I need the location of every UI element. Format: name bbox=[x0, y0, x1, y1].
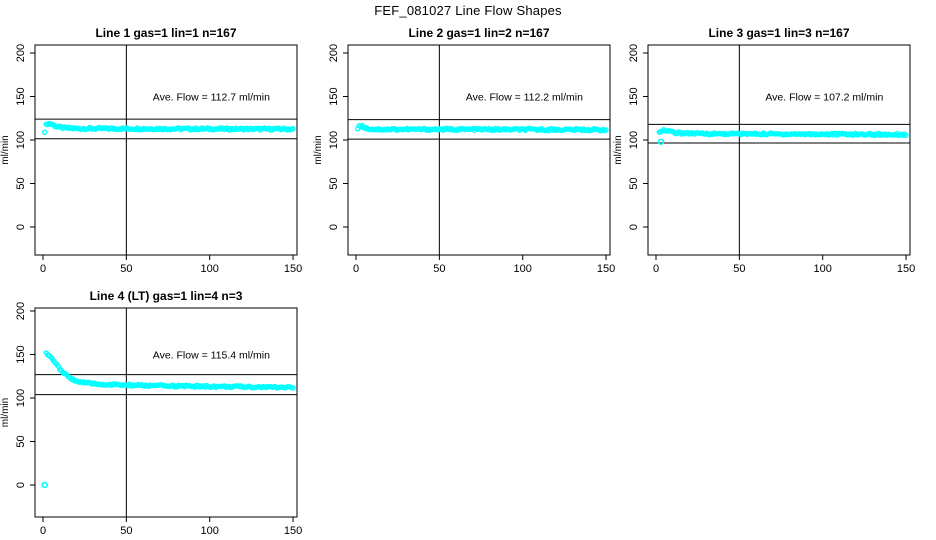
outlier-point bbox=[657, 138, 665, 145]
data-point bbox=[42, 129, 48, 136]
x-tick-label: 0 bbox=[653, 263, 659, 275]
y-tick-label: 0 bbox=[15, 482, 27, 488]
y-tick-label: 150 bbox=[628, 87, 640, 105]
y-tick-label: 50 bbox=[15, 435, 27, 447]
x-tick-label: 100 bbox=[201, 263, 219, 275]
y-axis-label: ml/min bbox=[0, 135, 11, 164]
panel-title: Line 3 gas=1 lin=3 n=167 bbox=[708, 26, 849, 40]
y-tick-label: 150 bbox=[15, 87, 27, 105]
plot-box bbox=[347, 44, 611, 256]
y-tick-label: 200 bbox=[15, 302, 27, 320]
x-tick-label: 50 bbox=[433, 263, 445, 275]
y-tick-label: 150 bbox=[328, 87, 340, 105]
panel-2: Line 2 gas=1 lin=2 n=167 0 50 100 150 0 50 100 1… bbox=[313, 26, 615, 275]
x-tick-label: 150 bbox=[597, 263, 615, 275]
panel-title: Line 4 (LT) gas=1 lin=4 n=3 bbox=[90, 289, 243, 303]
panel-title: Line 2 gas=1 lin=2 n=167 bbox=[408, 26, 549, 40]
y-tick-label: 100 bbox=[328, 131, 340, 149]
ave-flow-annotation: Ave. Flow = 107.2 ml/min bbox=[765, 92, 883, 104]
plot-box bbox=[34, 307, 298, 518]
ave-flow-annotation: Ave. Flow = 112.7 ml/min bbox=[153, 92, 270, 104]
x-tick-label: 100 bbox=[814, 263, 832, 275]
plot-box bbox=[647, 44, 911, 256]
figure-title: FEF_081027 Line Flow Shapes bbox=[374, 3, 562, 18]
y-tick-label: 100 bbox=[15, 389, 27, 407]
x-tick-label: 150 bbox=[897, 263, 915, 275]
ave-flow-annotation: Ave. Flow = 112.2 ml/min bbox=[466, 92, 583, 104]
y-tick-label: 200 bbox=[628, 44, 640, 62]
panel-title: Line 1 gas=1 lin=1 n=167 bbox=[95, 26, 236, 40]
y-tick-label: 200 bbox=[15, 44, 27, 62]
y-tick-label: 0 bbox=[328, 224, 340, 230]
y-tick-label: 100 bbox=[628, 131, 640, 149]
y-tick-label: 0 bbox=[628, 224, 640, 230]
x-tick-label: 100 bbox=[201, 525, 219, 537]
plot-box bbox=[34, 44, 298, 256]
y-tick-label: 50 bbox=[328, 177, 340, 189]
x-tick-label: 50 bbox=[120, 263, 132, 275]
data-point bbox=[603, 127, 609, 133]
y-tick-label: 50 bbox=[628, 177, 640, 189]
panel-4: Line 4 (LT) gas=1 lin=4 n=3 0 50 100 150 0 50 1… bbox=[0, 289, 302, 537]
panel-3: Line 3 gas=1 lin=3 n=167 0 50 100 150 0 50 100 1… bbox=[613, 26, 915, 275]
x-tick-label: 50 bbox=[733, 263, 745, 275]
x-tick-label: 150 bbox=[284, 525, 302, 537]
outlier-point bbox=[41, 481, 48, 489]
data-point bbox=[903, 132, 909, 139]
x-tick-label: 0 bbox=[40, 525, 46, 537]
y-axis-label: ml/min bbox=[0, 398, 11, 427]
y-tick-label: 0 bbox=[15, 224, 27, 230]
y-tick-label: 100 bbox=[15, 131, 27, 149]
ave-flow-annotation: Ave. Flow = 115.4 ml/min bbox=[153, 350, 270, 362]
data-point bbox=[290, 385, 296, 391]
x-tick-label: 0 bbox=[353, 263, 359, 275]
y-tick-label: 50 bbox=[15, 177, 27, 189]
x-tick-label: 0 bbox=[40, 263, 46, 275]
x-tick-label: 50 bbox=[120, 525, 132, 537]
data-point bbox=[290, 125, 296, 132]
y-axis-label: ml/min bbox=[313, 135, 324, 164]
y-axis-label: ml/min bbox=[613, 135, 624, 164]
y-tick-label: 200 bbox=[328, 44, 340, 62]
x-tick-label: 150 bbox=[284, 263, 302, 275]
y-tick-label: 150 bbox=[15, 345, 27, 363]
x-tick-label: 100 bbox=[514, 263, 532, 275]
panel-1: Line 1 gas=1 lin=1 n=167 0 50 100 150 0 50 100 1… bbox=[0, 26, 302, 275]
